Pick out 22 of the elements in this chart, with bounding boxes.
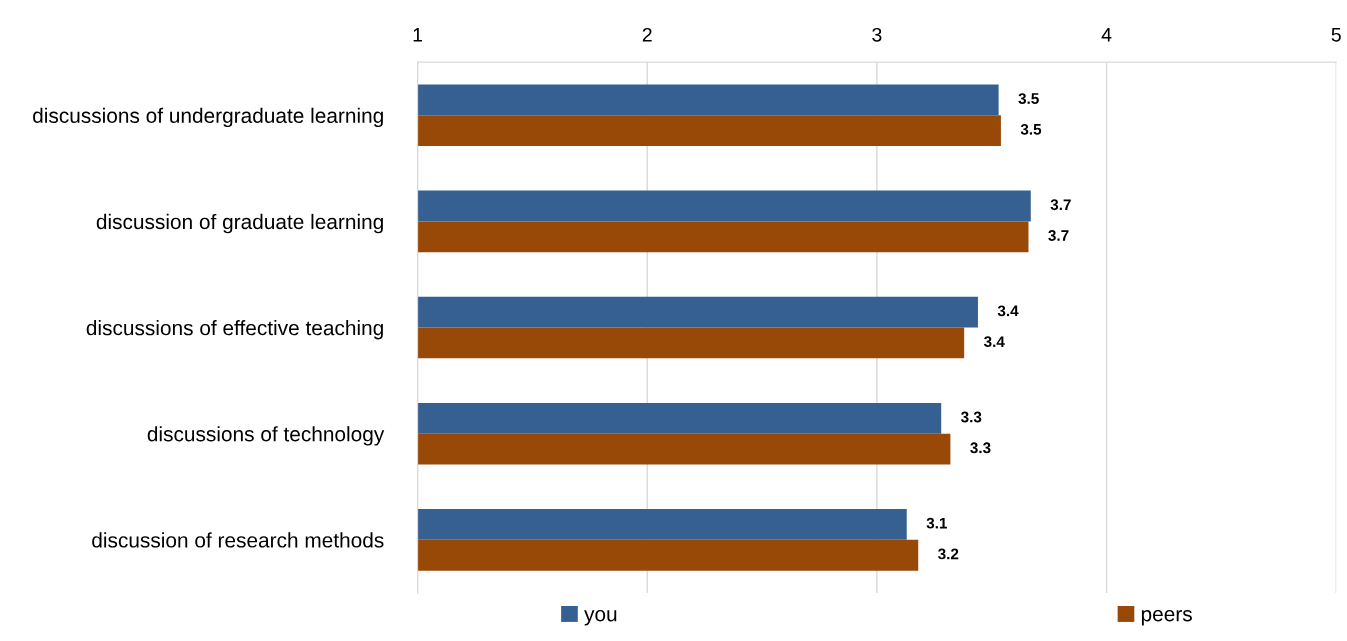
y-tick-label: discussions of undergraduate learning [33,107,383,128]
data-label: 3.7 [1048,230,1069,241]
legend-label: you [584,609,617,626]
y-tick-label: discussion of research methods [92,532,384,548]
y-tick-label: discussions of technology [147,426,385,446]
data-label: 3.2 [938,548,959,560]
x-tick-label: 3 [872,27,882,42]
data-label: 3.1 [926,517,948,529]
data-label: 3.3 [970,442,991,454]
x-tick-label: 4 [1101,28,1112,42]
data-label: 3.3 [961,411,982,423]
data-label: 3.5 [1018,93,1039,104]
x-tick-label: 2 [642,27,652,42]
x-tick-label: 5 [1331,28,1341,42]
legend-label: peers [1141,609,1192,626]
y-tick-label: discussions of effective teaching [86,320,383,340]
data-label: 3.5 [1020,123,1042,135]
data-label: 3.4 [997,305,1019,317]
x-tick-label: 1 [413,28,423,42]
data-label: 3.7 [1050,199,1071,211]
y-tick-label: discussion of graduate learning [96,213,383,234]
data-label: 3.4 [983,336,1005,348]
